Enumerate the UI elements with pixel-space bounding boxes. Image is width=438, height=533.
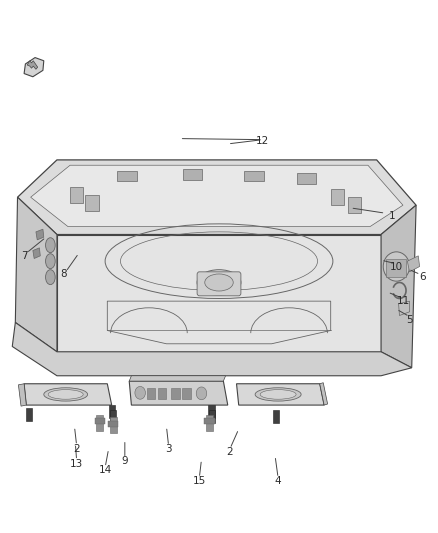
Bar bbox=[109, 405, 115, 418]
Bar bbox=[26, 408, 32, 421]
Text: 2: 2 bbox=[226, 447, 233, 457]
Text: 1: 1 bbox=[389, 211, 396, 221]
Bar bbox=[348, 197, 361, 213]
Bar bbox=[206, 415, 213, 431]
Polygon shape bbox=[57, 235, 381, 352]
Text: 2: 2 bbox=[73, 444, 80, 454]
Text: 6: 6 bbox=[419, 272, 426, 282]
Bar bbox=[85, 195, 99, 211]
Ellipse shape bbox=[44, 388, 88, 401]
Circle shape bbox=[135, 386, 145, 399]
Text: 9: 9 bbox=[121, 456, 128, 466]
Text: 4: 4 bbox=[275, 476, 282, 486]
Bar bbox=[110, 417, 117, 433]
Bar bbox=[117, 171, 137, 181]
Ellipse shape bbox=[197, 270, 241, 295]
Bar bbox=[147, 388, 155, 399]
Bar bbox=[183, 169, 202, 180]
Ellipse shape bbox=[383, 252, 410, 281]
Ellipse shape bbox=[48, 390, 83, 399]
Circle shape bbox=[196, 387, 207, 400]
Polygon shape bbox=[31, 165, 403, 227]
Text: 14: 14 bbox=[99, 465, 112, 475]
Polygon shape bbox=[24, 58, 44, 77]
Ellipse shape bbox=[46, 254, 55, 269]
Polygon shape bbox=[129, 376, 226, 381]
Ellipse shape bbox=[46, 270, 55, 285]
Polygon shape bbox=[407, 256, 420, 272]
Polygon shape bbox=[381, 205, 416, 368]
Bar bbox=[209, 410, 215, 423]
FancyBboxPatch shape bbox=[197, 272, 241, 296]
Bar bbox=[297, 173, 316, 184]
Polygon shape bbox=[27, 61, 38, 69]
Text: 10: 10 bbox=[390, 262, 403, 271]
Polygon shape bbox=[33, 248, 40, 259]
Bar bbox=[158, 388, 166, 399]
Bar bbox=[171, 388, 180, 399]
Bar bbox=[386, 259, 406, 277]
Ellipse shape bbox=[260, 390, 296, 399]
Polygon shape bbox=[12, 322, 412, 376]
Bar bbox=[208, 405, 215, 418]
Bar bbox=[96, 415, 103, 431]
Text: 5: 5 bbox=[406, 315, 413, 325]
Text: 15: 15 bbox=[193, 476, 206, 486]
Polygon shape bbox=[24, 384, 112, 405]
Bar bbox=[108, 421, 118, 427]
Polygon shape bbox=[18, 384, 26, 406]
Bar bbox=[244, 171, 264, 181]
Bar bbox=[70, 187, 83, 203]
Text: 7: 7 bbox=[21, 251, 28, 261]
Bar bbox=[273, 410, 279, 423]
Polygon shape bbox=[237, 384, 324, 405]
Polygon shape bbox=[399, 301, 410, 316]
Text: 8: 8 bbox=[60, 270, 67, 279]
Polygon shape bbox=[15, 197, 57, 352]
Bar bbox=[182, 388, 191, 399]
Text: 11: 11 bbox=[396, 296, 410, 306]
Bar bbox=[331, 189, 344, 205]
Bar bbox=[110, 410, 116, 423]
Text: 13: 13 bbox=[70, 459, 83, 469]
Bar bbox=[95, 418, 105, 424]
Polygon shape bbox=[320, 383, 328, 405]
Polygon shape bbox=[36, 229, 44, 240]
Ellipse shape bbox=[255, 388, 301, 401]
Ellipse shape bbox=[205, 274, 233, 291]
Bar bbox=[204, 418, 215, 424]
Text: 3: 3 bbox=[165, 444, 172, 454]
Polygon shape bbox=[18, 160, 416, 235]
Polygon shape bbox=[129, 381, 228, 405]
Ellipse shape bbox=[46, 238, 55, 253]
Text: 12: 12 bbox=[256, 136, 269, 146]
